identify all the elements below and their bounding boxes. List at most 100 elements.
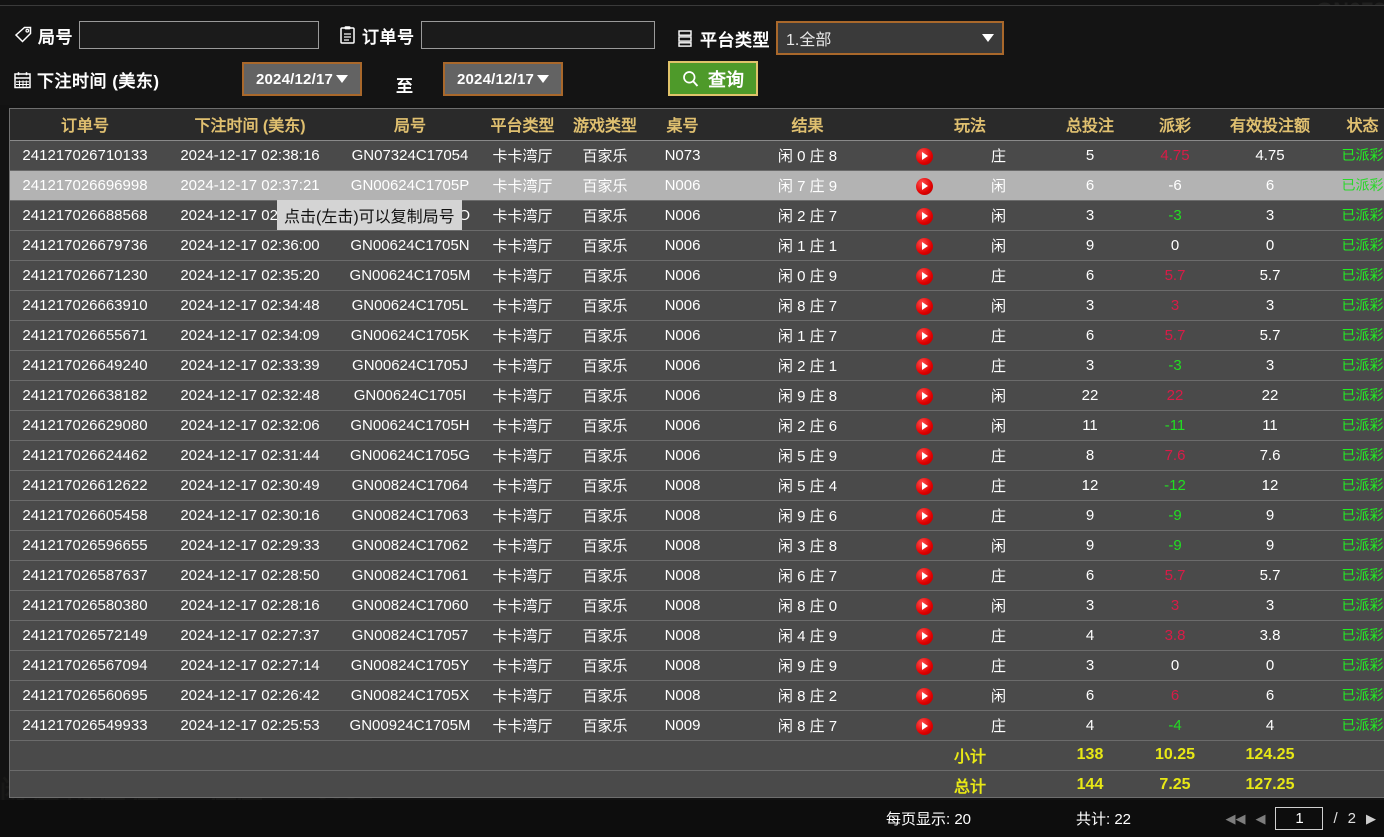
play-replay-icon[interactable] bbox=[916, 298, 933, 316]
table-row[interactable]: 241217026549933 2024-12-17 02:25:53 GN0092… bbox=[10, 710, 1384, 741]
date-from-box[interactable]: 2024/12/17 bbox=[242, 62, 362, 96]
table-header-cell[interactable]: 结果 bbox=[720, 109, 895, 141]
table-row[interactable]: 241217026679736 2024-12-17 02:36:00 GN0062… bbox=[10, 230, 1384, 261]
table-row[interactable]: 241217026605458 2024-12-17 02:30:16 GN0082… bbox=[10, 500, 1384, 531]
play-type-label: 庄 bbox=[991, 357, 1007, 375]
play-replay-icon[interactable] bbox=[916, 568, 933, 586]
first-page-icon[interactable]: ◀◀ bbox=[1225, 810, 1246, 826]
table-header-cell[interactable]: 下注时间 (美东) bbox=[160, 109, 340, 141]
play-replay-icon[interactable] bbox=[916, 238, 933, 256]
platform-select[interactable]: 1.全部 bbox=[776, 21, 1004, 55]
cell-round-no[interactable]: GN00824C17062 bbox=[340, 530, 480, 561]
cell-result: 闲 3 庄 8 bbox=[720, 530, 895, 561]
play-replay-icon[interactable] bbox=[916, 148, 933, 166]
table-header-cell[interactable]: 游戏类型 bbox=[565, 109, 645, 141]
table-row[interactable]: 241217026629080 2024-12-17 02:32:06 GN0062… bbox=[10, 410, 1384, 441]
table-row[interactable]: 241217026710133 2024-12-17 02:38:16 GN0732… bbox=[10, 140, 1384, 171]
play-replay-icon[interactable] bbox=[916, 628, 933, 646]
play-replay-icon[interactable] bbox=[916, 418, 933, 436]
cell-valid-bet: 3 bbox=[1215, 200, 1325, 231]
table-row[interactable]: 241217026688568 2024-12-17 02:36:43 GN0062… bbox=[10, 200, 1384, 231]
date-from-picker[interactable]: 2024/12/17 bbox=[242, 62, 362, 96]
round-input[interactable] bbox=[79, 21, 319, 49]
play-replay-icon[interactable] bbox=[916, 448, 933, 466]
table-header-cell[interactable]: 桌号 bbox=[645, 109, 720, 141]
cell-status: 已派彩 bbox=[1325, 440, 1384, 471]
cell-round-no[interactable]: GN00624C1705K bbox=[340, 320, 480, 351]
play-replay-icon[interactable] bbox=[916, 718, 933, 736]
table-row[interactable]: 241217026696998 2024-12-17 02:37:21 GN0062… bbox=[10, 170, 1384, 201]
play-replay-icon[interactable] bbox=[916, 388, 933, 406]
cell-round-no[interactable]: GN00824C17060 bbox=[340, 590, 480, 621]
table-row[interactable]: 241217026671230 2024-12-17 02:35:20 GN0062… bbox=[10, 260, 1384, 291]
cell-round-no[interactable]: GN00624C1705H bbox=[340, 410, 480, 441]
summary-empty-cell bbox=[160, 740, 340, 771]
cell-round-no[interactable]: GN00824C1705Y bbox=[340, 650, 480, 681]
cell-game-type: 百家乐 bbox=[565, 650, 645, 681]
cell-round-no[interactable]: GN00824C17063 bbox=[340, 500, 480, 531]
cell-round-no[interactable]: GN00624C1705M bbox=[340, 260, 480, 291]
table-row[interactable]: 241217026649240 2024-12-17 02:33:39 GN0062… bbox=[10, 350, 1384, 381]
cell-round-no[interactable]: GN00624C1705O bbox=[340, 200, 480, 231]
play-replay-icon[interactable] bbox=[916, 328, 933, 346]
play-replay-icon[interactable] bbox=[916, 208, 933, 226]
play-replay-icon[interactable] bbox=[916, 598, 933, 616]
table-row[interactable]: 241217026612622 2024-12-17 02:30:49 GN0082… bbox=[10, 470, 1384, 501]
play-replay-icon[interactable] bbox=[916, 508, 933, 526]
cell-round-no[interactable]: GN00824C17061 bbox=[340, 560, 480, 591]
cell-round-no[interactable]: GN00624C1705G bbox=[340, 440, 480, 471]
table-row[interactable]: 241217026572149 2024-12-17 02:27:37 GN0082… bbox=[10, 620, 1384, 651]
cell-round-no[interactable]: GN00824C1705X bbox=[340, 680, 480, 711]
table-row[interactable]: 241217026560695 2024-12-17 02:26:42 GN0082… bbox=[10, 680, 1384, 711]
table-row[interactable]: 241217026655671 2024-12-17 02:34:09 GN0062… bbox=[10, 320, 1384, 351]
table-header-cell[interactable]: 状态 bbox=[1325, 109, 1384, 141]
cell-status: 已派彩 bbox=[1325, 380, 1384, 411]
table-header-cell[interactable]: 派彩 bbox=[1135, 109, 1215, 141]
prev-page-icon[interactable]: ◀ bbox=[1255, 810, 1266, 826]
page-number-input[interactable]: 1 bbox=[1275, 807, 1324, 830]
chevron-down-icon bbox=[982, 34, 994, 42]
table-row[interactable]: 241217026663910 2024-12-17 02:34:48 GN0062… bbox=[10, 290, 1384, 321]
table-row[interactable]: 241217026596655 2024-12-17 02:29:33 GN0082… bbox=[10, 530, 1384, 561]
query-button[interactable]: 查询 bbox=[668, 61, 758, 96]
play-replay-icon[interactable] bbox=[916, 178, 933, 196]
table-header-cell[interactable]: 订单号 bbox=[10, 109, 160, 141]
table-header-cell[interactable]: 局号 bbox=[340, 109, 480, 141]
cell-bet-time: 2024-12-17 02:27:37 bbox=[160, 620, 340, 651]
cell-round-no[interactable]: GN00624C1705L bbox=[340, 290, 480, 321]
cell-round-no[interactable]: GN00624C1705I bbox=[340, 380, 480, 411]
date-to-box[interactable]: 2024/12/17 bbox=[443, 62, 563, 96]
next-page-icon[interactable]: ▶ bbox=[1366, 810, 1376, 826]
play-replay-icon[interactable] bbox=[916, 688, 933, 706]
table-header-cell[interactable]: 总投注 bbox=[1045, 109, 1135, 141]
query-button-wrap: 查询 bbox=[668, 61, 758, 96]
table-row[interactable]: 241217026587637 2024-12-17 02:28:50 GN0082… bbox=[10, 560, 1384, 591]
cell-round-no[interactable]: GN00624C1705J bbox=[340, 350, 480, 381]
table-header-cell[interactable]: 有效投注额 bbox=[1215, 109, 1325, 141]
cell-status: 已派彩 bbox=[1325, 260, 1384, 291]
cell-round-no[interactable]: GN07324C17054 bbox=[340, 140, 480, 171]
cell-round-no[interactable]: GN00824C17064 bbox=[340, 470, 480, 501]
play-replay-icon[interactable] bbox=[916, 358, 933, 376]
date-to-picker[interactable]: 2024/12/17 bbox=[443, 62, 563, 96]
calendar-icon bbox=[13, 70, 32, 90]
table-header-cell[interactable]: 平台类型 bbox=[480, 109, 565, 141]
play-replay-icon[interactable] bbox=[916, 268, 933, 286]
bet-history-table-container[interactable]: 订单号 下注时间 (美东) 局号 平台类型 游戏类型 桌号 结果 玩法 总投注 派彩 有效投注额 状态… bbox=[9, 108, 1384, 798]
cell-round-no[interactable]: GN00624C1705P bbox=[340, 170, 480, 201]
cell-round-no[interactable]: GN00624C1705N bbox=[340, 230, 480, 261]
table-row[interactable]: 241217026580380 2024-12-17 02:28:16 GN0082… bbox=[10, 590, 1384, 621]
summary-row: 小计 138 10.25 124.25 bbox=[10, 740, 1384, 771]
cell-round-no[interactable]: GN00824C17057 bbox=[340, 620, 480, 651]
play-type-label: 闲 bbox=[991, 687, 1007, 705]
table-header-cell[interactable]: 玩法 bbox=[895, 109, 1045, 141]
table-row[interactable]: 241217026567094 2024-12-17 02:27:14 GN0082… bbox=[10, 650, 1384, 681]
play-replay-icon[interactable] bbox=[916, 538, 933, 556]
order-input[interactable] bbox=[420, 21, 655, 49]
cell-bet-time: 2024-12-17 02:35:20 bbox=[160, 260, 340, 291]
table-row[interactable]: 241217026638182 2024-12-17 02:32:48 GN0062… bbox=[10, 380, 1384, 411]
table-row[interactable]: 241217026624462 2024-12-17 02:31:44 GN0062… bbox=[10, 440, 1384, 471]
play-replay-icon[interactable] bbox=[916, 478, 933, 496]
play-replay-icon[interactable] bbox=[916, 658, 933, 676]
cell-round-no[interactable]: GN00924C1705M bbox=[340, 710, 480, 741]
